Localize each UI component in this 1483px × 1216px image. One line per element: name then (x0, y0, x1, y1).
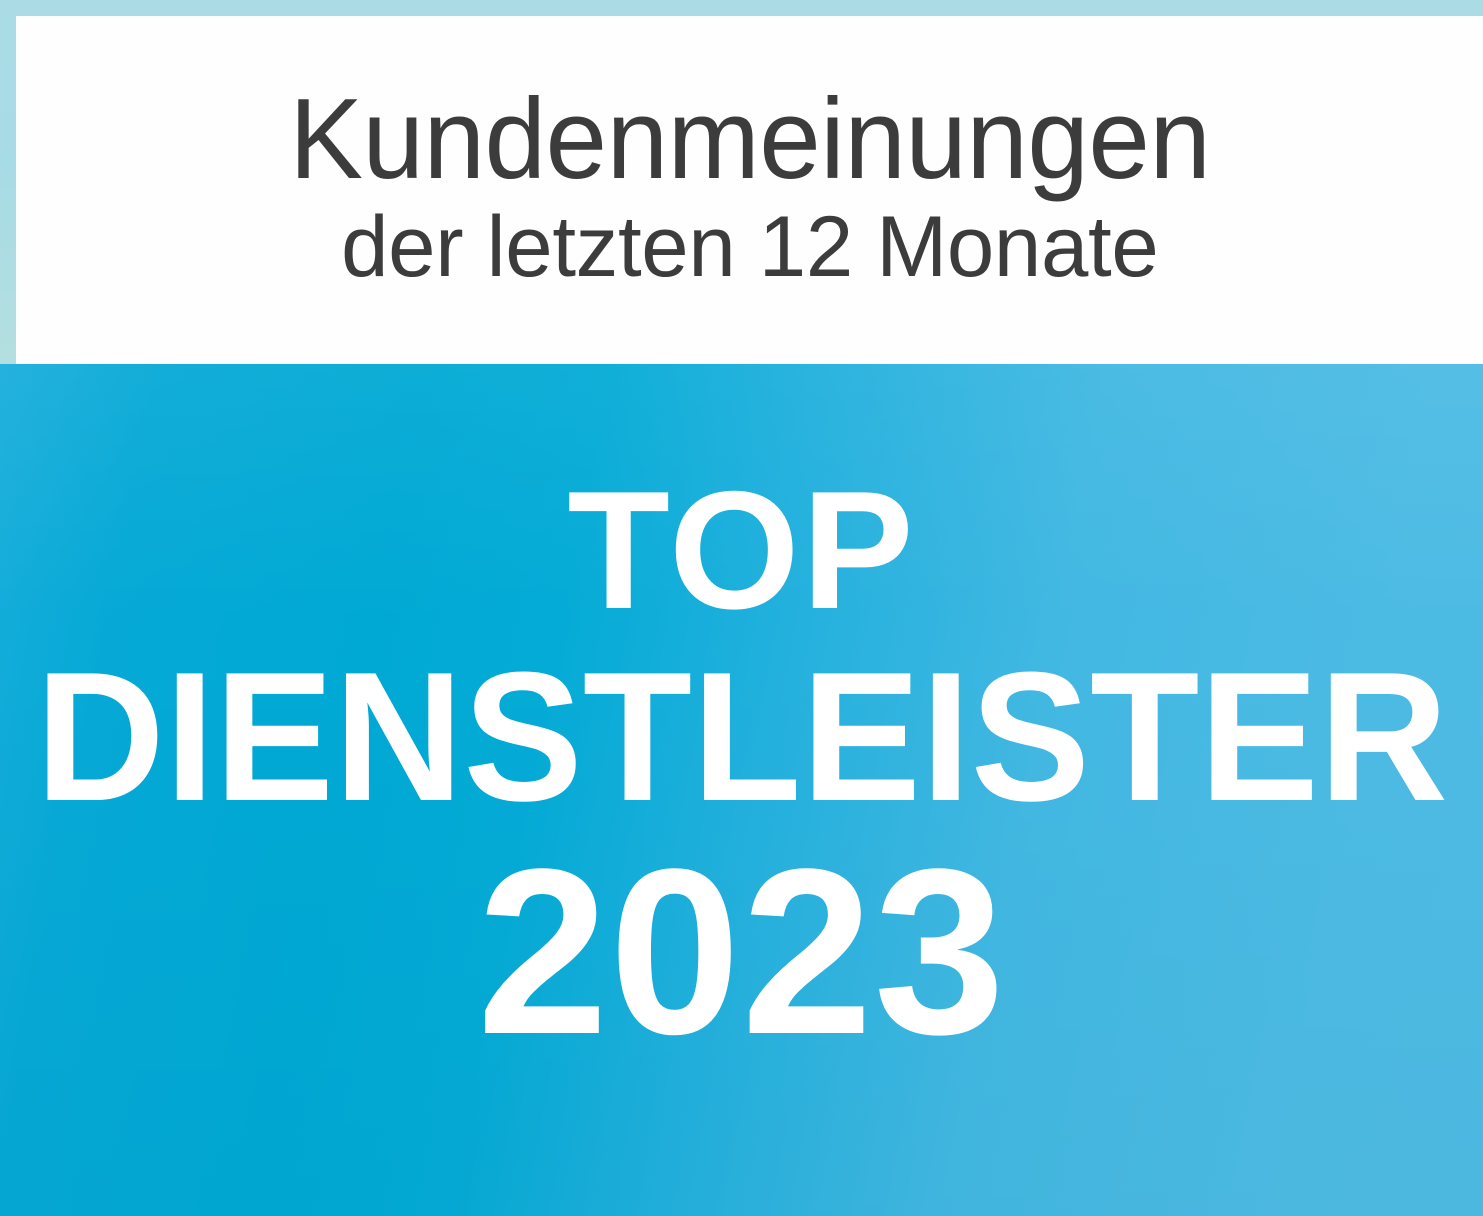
award-label-top: TOP (567, 456, 916, 644)
header-text-block: Kundenmeinungen der letzten 12 Monate (16, 16, 1483, 364)
page-subtitle: der letzten 12 Monate (340, 198, 1159, 295)
award-label-year: 2023 (476, 819, 1006, 1084)
page-title: Kundenmeinungen (288, 76, 1211, 204)
frame-accent-top (0, 0, 1483, 16)
header-panel: Kundenmeinungen der letzten 12 Monate (0, 0, 1483, 364)
award-text-block: TOP DIENSTLEISTER 2023 (0, 364, 1483, 1216)
award-label-category: DIENSTLEISTER (35, 633, 1448, 839)
frame-accent-left (0, 0, 16, 364)
award-panel: TOP DIENSTLEISTER 2023 (0, 364, 1483, 1216)
